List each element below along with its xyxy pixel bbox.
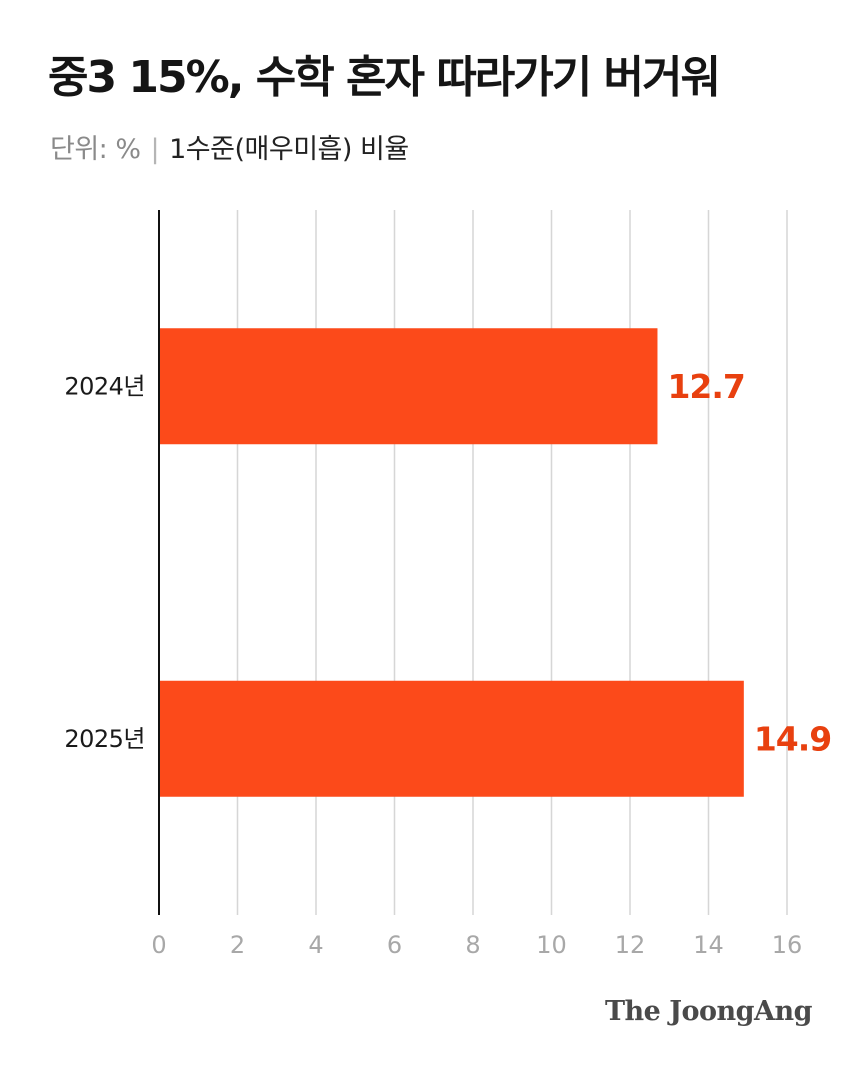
x-tick-label: 16 [772, 931, 803, 959]
bar [159, 328, 658, 445]
category-label: 2025년 [64, 725, 145, 753]
unit-label: 단위: % [50, 134, 141, 165]
x-tick-label: 8 [465, 931, 480, 959]
chart-title: 중3 15%, 수학 혼자 따라가기 버거워 [48, 52, 721, 103]
chart-description: 1수준(매우미흡) 비율 [169, 134, 409, 165]
x-tick-label: 10 [536, 931, 567, 959]
bar [159, 680, 744, 797]
x-tick-label: 2 [230, 931, 245, 959]
value-label: 12.7 [667, 367, 744, 406]
chart-subtitle: 단위: % | 1수준(매우미흡) 비율 [50, 132, 409, 168]
x-tick-label: 12 [615, 931, 646, 959]
x-tick-label: 14 [693, 931, 724, 959]
x-tick-label: 6 [387, 931, 402, 959]
x-tick-label: 0 [151, 931, 166, 959]
category-label: 2024년 [64, 372, 145, 400]
subtitle-separator: | [150, 134, 160, 165]
x-tick-label: 4 [308, 931, 323, 959]
value-label: 14.9 [754, 719, 831, 758]
brand-logo-text: The JoongAng [604, 996, 813, 1027]
